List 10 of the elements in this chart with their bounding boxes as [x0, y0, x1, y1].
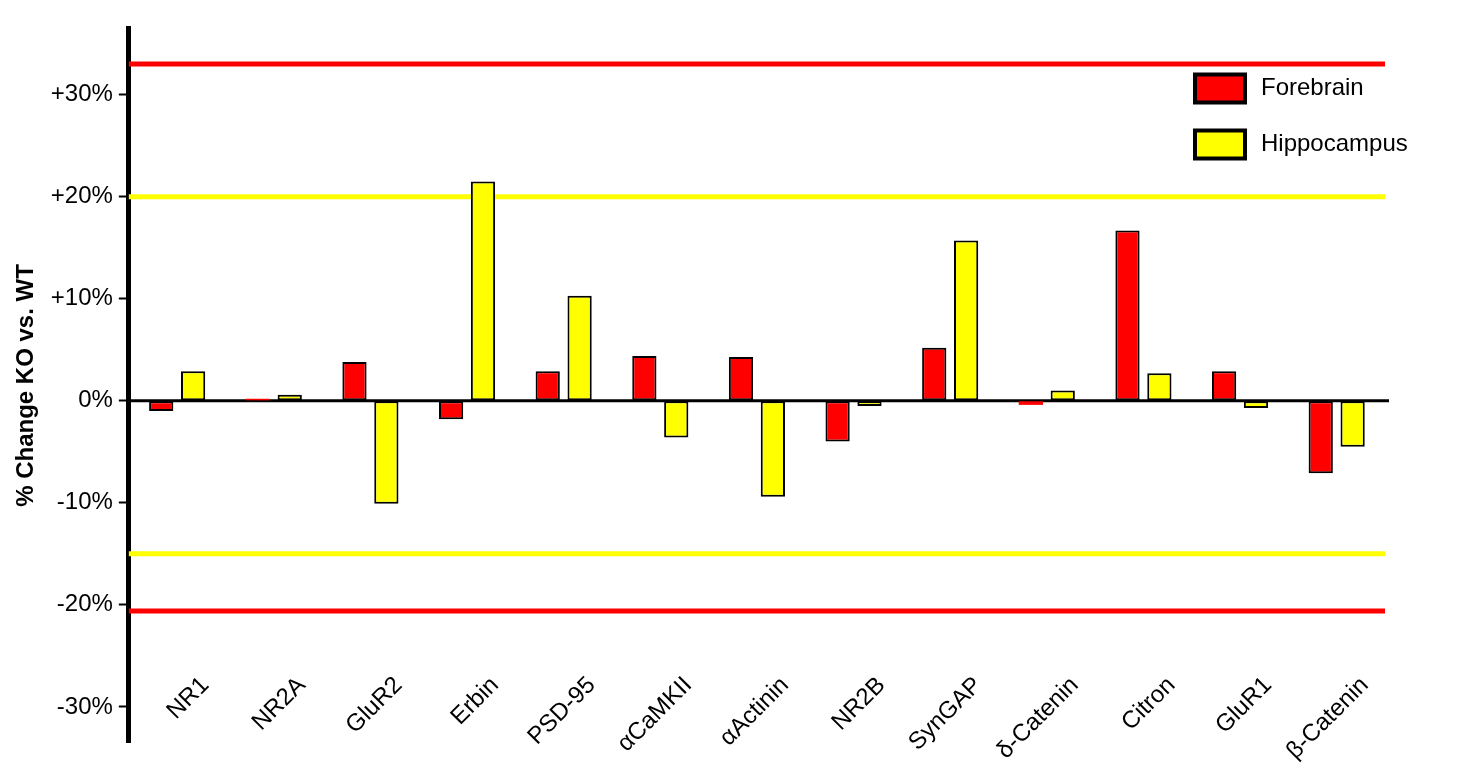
- y-tick-label: 0%: [78, 385, 113, 413]
- y-axis-title: % Change KO vs. WT: [11, 263, 39, 507]
- legend-label: Forebrain: [1261, 73, 1364, 101]
- legend-label: Hippocampus: [1261, 129, 1408, 157]
- y-tick-label: +20%: [50, 181, 113, 209]
- y-tick-label: +30%: [50, 79, 113, 107]
- y-tick-label: +10%: [50, 283, 113, 311]
- y-tick-label: -20%: [56, 589, 113, 617]
- y-tick-label: -10%: [56, 487, 113, 515]
- y-tick-label: -30%: [56, 691, 113, 719]
